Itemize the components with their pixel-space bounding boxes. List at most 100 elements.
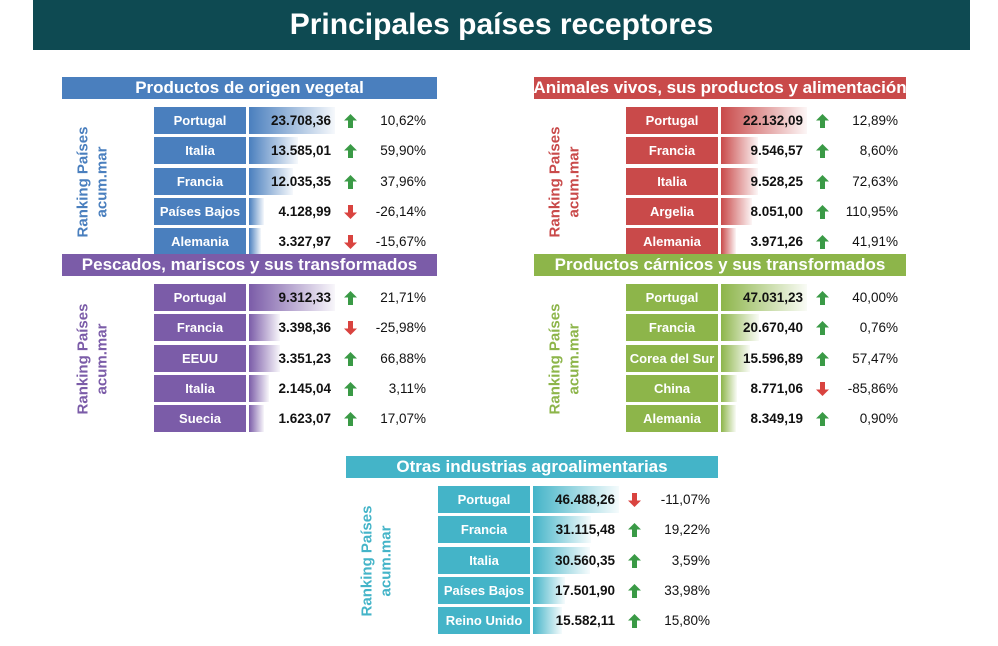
change-percent: 41,91% (852, 234, 898, 250)
value-bar (721, 107, 807, 134)
side-label-line: Ranking Países (74, 126, 92, 238)
value-bar (721, 314, 759, 342)
country-name: Francia (438, 516, 530, 544)
country-name: Suecia (154, 405, 246, 433)
arrow-up-icon (816, 235, 829, 250)
change-percent: 66,88% (380, 350, 426, 366)
value-bar (249, 374, 269, 402)
change-percent: 3,11% (388, 380, 426, 396)
arrow-up-icon (816, 351, 829, 366)
value-label: 3.327,97 (278, 234, 331, 250)
country-name: Portugal (438, 486, 530, 513)
country-name: Portugal (154, 284, 246, 311)
value-label: 13.585,01 (270, 143, 331, 159)
value-label: 1.623,07 (278, 411, 331, 427)
change-percent: 0,90% (859, 411, 898, 427)
country-name: Países Bajos (438, 576, 530, 604)
value-label: 15.582,11 (555, 613, 615, 629)
arrow-down-icon (628, 493, 641, 507)
panel-title: Productos de origen vegetal (62, 77, 437, 99)
arrow-down-icon (344, 204, 357, 219)
arrow-up-icon (628, 614, 641, 629)
change-percent: 17,07% (380, 411, 426, 427)
value-label: 4.128,99 (278, 203, 331, 219)
panel-title: Productos cárnicos y sus transformados (534, 254, 906, 276)
country-name: Portugal (626, 107, 718, 134)
value-bar (249, 197, 264, 225)
side-label-line: acum.mar (565, 323, 583, 395)
change-percent: 21,71% (380, 290, 426, 305)
country-name: Portugal (626, 284, 718, 311)
value-bar (721, 228, 737, 256)
country-name: China (626, 374, 718, 402)
value-label: 9.546,57 (750, 143, 803, 159)
change-percent: 72,63% (852, 173, 898, 189)
arrow-up-icon (816, 412, 829, 427)
value-bar (721, 137, 759, 165)
side-label-line: Ranking Países (546, 303, 564, 415)
value-bar (249, 107, 335, 134)
arrow-up-icon (344, 412, 357, 427)
ranking-side-label: Ranking Países acum.mar (534, 284, 594, 434)
value-label: 22.132,09 (742, 113, 803, 128)
side-label-line: acum.mar (377, 525, 395, 597)
arrow-up-icon (344, 381, 357, 396)
arrow-up-icon (344, 144, 357, 159)
change-percent: 33,98% (664, 582, 710, 598)
change-percent: -11,07% (660, 492, 710, 507)
value-label: 8.051,00 (750, 203, 803, 219)
value-bar (721, 344, 750, 372)
panel-title: Otras industrias agroalimentarias (346, 456, 718, 478)
side-label-line: acum.mar (93, 323, 111, 395)
country-name: Alemania (154, 228, 246, 256)
change-percent: 12,89% (852, 113, 898, 128)
value-label: 8.771,06 (750, 380, 803, 396)
country-name: Alemania (626, 405, 718, 433)
arrow-up-icon (816, 204, 829, 219)
value-bar (249, 228, 262, 256)
value-bar (249, 344, 280, 372)
panel-title: Pescados, mariscos y sus transformados (62, 254, 437, 276)
side-label-line: Ranking Países (74, 303, 92, 415)
value-label: 20.670,40 (742, 320, 803, 336)
change-percent: 19,22% (664, 522, 710, 538)
arrow-up-icon (816, 291, 829, 305)
value-bar (721, 197, 753, 225)
side-label-line: Ranking Países (546, 126, 564, 238)
ranking-side-label: Ranking Países acum.mar (346, 486, 406, 636)
side-label-line: acum.mar (93, 146, 111, 218)
panel-title: Animales vivos, sus productos y alimenta… (533, 77, 907, 99)
value-bar (721, 284, 807, 311)
value-label: 31.115,48 (555, 522, 615, 538)
value-bar (249, 405, 264, 433)
value-label: 3.351,23 (278, 350, 331, 366)
value-label: 9.528,25 (750, 173, 803, 189)
value-bar (721, 405, 737, 433)
arrow-up-icon (816, 114, 829, 128)
country-name: Reino Unido (438, 607, 530, 635)
value-label: 8.349,19 (750, 411, 803, 427)
country-name: Portugal (154, 107, 246, 134)
country-name: Alemania (626, 228, 718, 256)
country-name: Italia (154, 374, 246, 402)
arrow-up-icon (628, 553, 641, 568)
country-name: Francia (154, 314, 246, 342)
value-bar (533, 607, 562, 635)
change-percent: 40,00% (852, 290, 898, 305)
change-percent: 59,90% (380, 143, 426, 159)
country-name: Italia (438, 546, 530, 574)
arrow-up-icon (344, 114, 357, 128)
country-name: Francia (626, 137, 718, 165)
country-name: EEUU (154, 344, 246, 372)
country-name: Corea del Sur (626, 344, 718, 372)
value-label: 46.488,26 (554, 492, 615, 507)
value-bar (533, 516, 591, 544)
change-percent: 8,60% (859, 143, 898, 159)
change-percent: 15,80% (664, 613, 710, 629)
value-label: 30.560,35 (554, 552, 615, 568)
value-label: 12.035,35 (270, 173, 331, 189)
country-name: Francia (154, 167, 246, 195)
arrow-up-icon (628, 523, 641, 538)
change-percent: -85,86% (847, 380, 898, 396)
value-bar (721, 374, 738, 402)
